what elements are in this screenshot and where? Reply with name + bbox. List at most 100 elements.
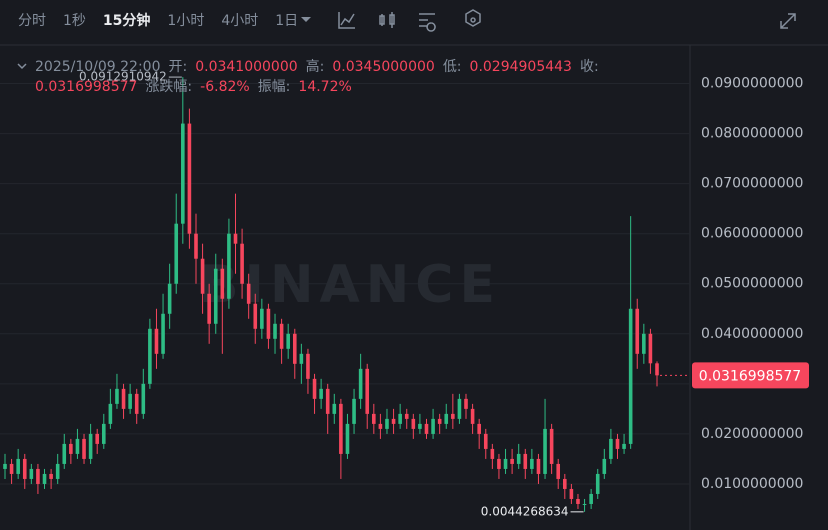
candle-body xyxy=(543,428,547,474)
info-value: 0.0294905443 xyxy=(470,59,572,75)
candle-body xyxy=(378,423,383,429)
candle-body xyxy=(549,428,554,464)
candle-body xyxy=(292,333,297,364)
y-tick-label: 0.0600000000 xyxy=(701,226,803,242)
candle-body xyxy=(451,413,455,419)
candle-body xyxy=(602,458,607,474)
candle-body xyxy=(365,368,370,414)
interval-tab[interactable]: 1日 xyxy=(275,13,298,29)
candle-body xyxy=(167,283,172,314)
candle-body xyxy=(174,223,179,284)
candle-body xyxy=(29,468,34,479)
candle-body xyxy=(108,403,113,424)
candle-body xyxy=(536,458,541,474)
candle-body xyxy=(424,423,429,434)
candles xyxy=(3,77,659,512)
candle-body xyxy=(622,443,626,449)
interval-tab[interactable]: 分时 xyxy=(18,13,46,29)
candle-body xyxy=(200,258,205,294)
candle-body xyxy=(345,423,350,454)
candle-body xyxy=(181,123,185,224)
candle-body xyxy=(497,458,501,469)
candle-body xyxy=(477,423,481,434)
candle-body xyxy=(16,458,20,474)
candle-body xyxy=(49,473,53,479)
candle-body xyxy=(3,463,7,469)
settings-icon[interactable] xyxy=(419,13,436,32)
candle-body xyxy=(642,333,646,354)
y-tick-label: 0.0800000000 xyxy=(701,126,803,142)
candle-body xyxy=(141,383,146,414)
candle-body xyxy=(115,388,119,404)
candle-body xyxy=(503,458,508,469)
candle-body xyxy=(286,333,290,349)
info-label: 低: xyxy=(443,59,462,75)
max-price-label: 0.0912910942 xyxy=(79,70,167,84)
candle-body xyxy=(648,333,653,364)
y-tick-label: 0.0200000000 xyxy=(701,426,803,442)
candle-body xyxy=(161,313,165,354)
candle-body xyxy=(121,388,126,409)
info-time: 2025/10/09 22:00 xyxy=(35,59,161,75)
candle-body xyxy=(615,438,620,449)
info-label: 振幅: xyxy=(258,79,291,95)
candle-body xyxy=(556,463,561,479)
candle-body xyxy=(339,403,343,454)
y-tick-label: 0.0900000000 xyxy=(701,76,803,92)
candle-body xyxy=(95,433,100,444)
ohlc-info: 2025/10/09 22:00 开: 0.0341000000 高: 0.034500… xyxy=(35,58,599,95)
candle-body xyxy=(398,413,402,424)
more-intervals[interactable] xyxy=(301,17,311,22)
info-label: 开: xyxy=(169,59,188,75)
interval-tab[interactable]: 1秒 xyxy=(63,13,86,29)
interval-tab[interactable]: 15分钟 xyxy=(103,12,150,29)
candle-body xyxy=(22,458,27,479)
candle-body xyxy=(391,418,396,424)
interval-tab[interactable]: 4小时 xyxy=(221,13,258,29)
candle-body xyxy=(148,328,152,384)
y-tick-label: 0.0500000000 xyxy=(701,276,803,292)
layout-icon[interactable] xyxy=(465,9,481,27)
candle-body xyxy=(470,408,475,424)
candle-body xyxy=(437,418,442,424)
fullscreen-icon[interactable] xyxy=(780,13,796,29)
y-tick-label: 0.0400000000 xyxy=(701,326,803,342)
grid xyxy=(0,83,690,485)
candle-body xyxy=(62,443,67,464)
candle-body xyxy=(194,233,198,259)
candle-body xyxy=(385,418,389,429)
interval-tab[interactable]: 1小时 xyxy=(167,13,204,29)
candle-style-icon[interactable] xyxy=(379,12,395,28)
candle-body xyxy=(483,433,488,449)
candle-body xyxy=(101,423,106,444)
candle-body xyxy=(628,308,633,444)
candle-body xyxy=(233,233,238,244)
candle-body xyxy=(510,458,514,464)
candle-body xyxy=(253,303,258,329)
candle-body xyxy=(42,473,47,484)
candle-body xyxy=(582,503,587,505)
candle-body xyxy=(319,388,323,399)
candle-body xyxy=(609,438,613,459)
indicator-icon[interactable] xyxy=(338,12,355,29)
candle-body xyxy=(260,308,264,329)
candle-body xyxy=(411,418,416,429)
candle-body xyxy=(207,293,211,324)
candle-body xyxy=(88,433,93,459)
candle-body xyxy=(457,398,462,419)
candle-body xyxy=(75,438,80,454)
watermark: BINANCE xyxy=(199,255,501,315)
candle-body xyxy=(36,468,40,484)
candle-body xyxy=(655,363,659,376)
candle-body xyxy=(562,478,567,489)
candle-body xyxy=(332,403,337,414)
candle-body xyxy=(418,423,422,429)
last-price-label: 0.0316998577 xyxy=(699,368,801,384)
info-label: 涨跌幅: xyxy=(145,79,192,95)
collapse-info[interactable] xyxy=(17,63,27,70)
price-axis: 0.01000000000.02000000000.03000000000.04… xyxy=(701,76,803,492)
toolbar: 分时 1秒 15分钟 1小时 4小时 1日 xyxy=(18,12,298,29)
candle-body xyxy=(9,463,14,474)
info-value: -6.82% xyxy=(200,79,250,95)
